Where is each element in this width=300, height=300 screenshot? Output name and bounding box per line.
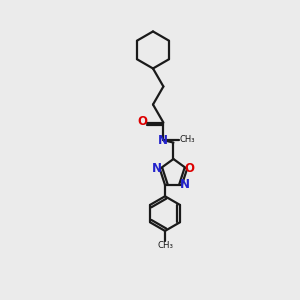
Text: CH₃: CH₃ [157,242,173,250]
Text: N: N [158,134,168,147]
Text: CH₃: CH₃ [180,135,195,144]
Text: N: N [180,178,190,191]
Text: N: N [152,162,162,176]
Text: O: O [137,116,147,128]
Text: O: O [184,162,194,175]
